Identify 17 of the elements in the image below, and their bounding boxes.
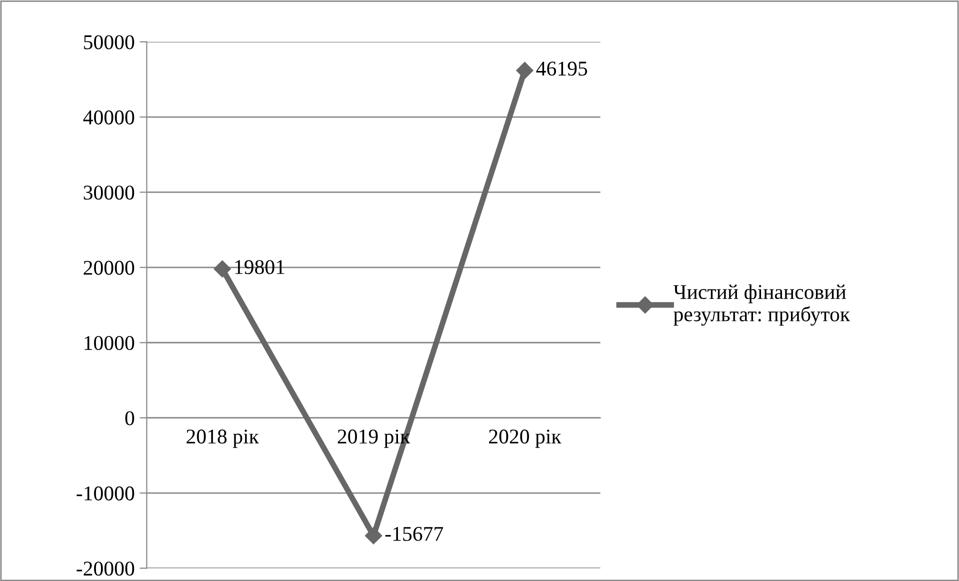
data-label: 19801 xyxy=(235,260,284,274)
point xyxy=(516,62,534,79)
y-tick-label: -20000 xyxy=(76,562,134,576)
y-tick-label: 50000 xyxy=(84,35,134,50)
data-label: -15677 xyxy=(385,526,444,541)
point xyxy=(214,260,231,278)
y-tick-label: 0 xyxy=(125,411,134,426)
y-tick-label: 10000 xyxy=(84,336,134,350)
point xyxy=(364,527,382,544)
y-tick-label: 30000 xyxy=(84,186,134,200)
x-tick-label: 2018 рік xyxy=(186,430,259,448)
data-label: 46195 xyxy=(536,62,588,76)
y-tick-label: -10000 xyxy=(76,486,134,500)
x-tick-label: 2020 рік xyxy=(489,430,562,448)
legend-label: Чистий фінансовий результат: прибуток xyxy=(673,284,850,326)
y-tick-label: 40000 xyxy=(83,110,134,124)
y-tick-label: 20000 xyxy=(84,260,134,275)
